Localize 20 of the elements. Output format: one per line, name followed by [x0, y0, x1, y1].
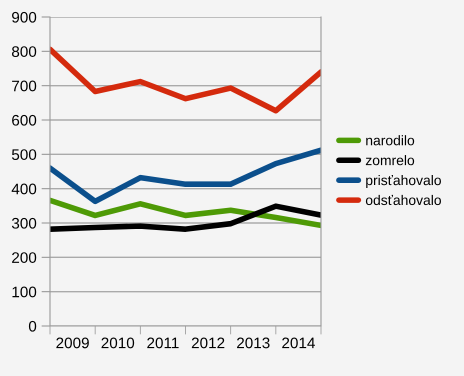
x-tick-label: 2012	[192, 338, 224, 348]
y-tick-label: 300	[12, 218, 36, 229]
y-tick-label: 100	[12, 286, 36, 298]
x-tick-label: 2014	[282, 338, 315, 348]
y-tick-label: 0	[28, 320, 36, 332]
legend-label: odsťahovalo	[366, 194, 441, 206]
x-tick-label: 2013	[237, 338, 270, 348]
y-tick-label: 900	[12, 12, 36, 23]
y-tick-label: 400	[12, 184, 36, 194]
y-tick-label: 200	[12, 252, 36, 264]
x-tick-label: 2011	[147, 338, 179, 348]
legend-label: zomrelo	[366, 155, 414, 166]
legend-label: narodilo	[366, 135, 414, 146]
y-tick-label: 600	[12, 114, 36, 126]
x-tick-label: 2009	[56, 338, 89, 348]
legend-label: prisťahovalo	[366, 174, 441, 188]
y-tick-label: 700	[12, 80, 36, 92]
y-tick-label: 500	[12, 149, 36, 160]
y-tick-label: 800	[12, 46, 36, 58]
x-tick-label: 2010	[102, 338, 134, 348]
